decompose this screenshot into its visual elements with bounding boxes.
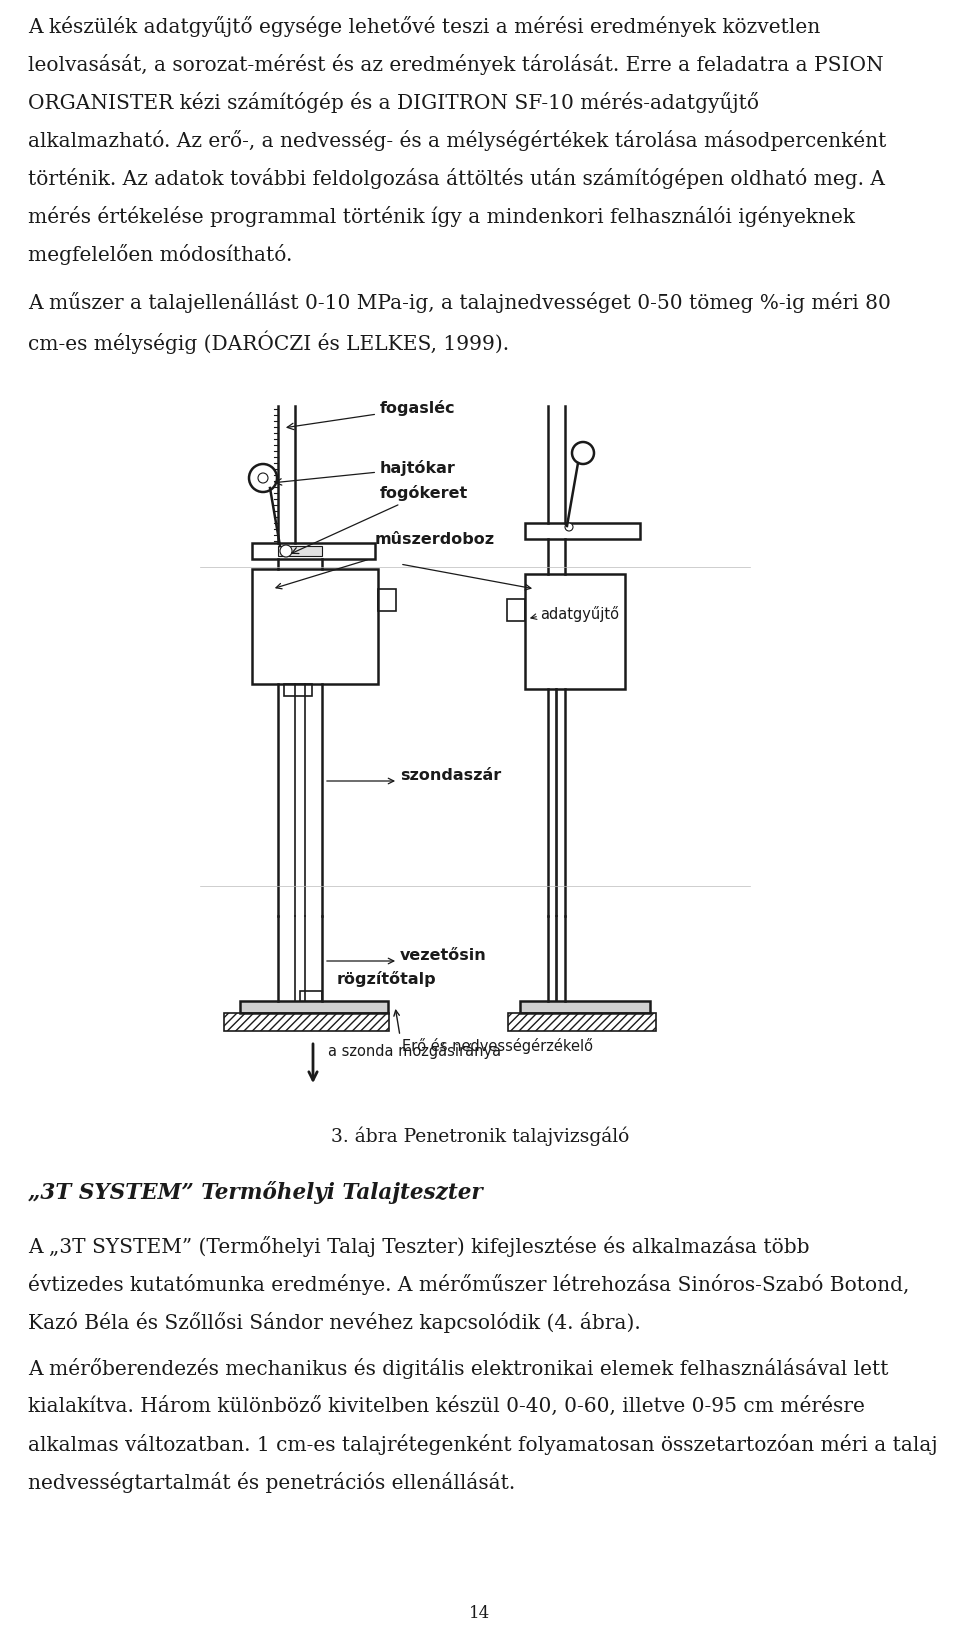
Text: A készülék adatgyűjtő egysége lehetővé teszi a mérési eredmények közvetlen: A készülék adatgyűjtő egysége lehetővé t… <box>28 16 820 38</box>
Bar <box>378 589 396 611</box>
Bar <box>278 547 322 557</box>
Text: leolvasását, a sorozat-mérést és az eredmények tárolását. Erre a feladatra a PSI: leolvasását, a sorozat-mérést és az ered… <box>28 54 883 76</box>
Text: Kazó Béla és Szőllősi Sándor nevéhez kapcsolódik (4. ábra).: Kazó Béla és Szőllősi Sándor nevéhez kap… <box>28 1312 640 1333</box>
Circle shape <box>258 473 268 483</box>
Bar <box>252 570 378 685</box>
Text: adatgyűjtő: adatgyűjtő <box>540 606 619 622</box>
Bar <box>284 685 312 696</box>
Bar <box>520 1002 650 1013</box>
Text: fogasléc: fogasléc <box>287 401 456 430</box>
Text: vezetősin: vezetősin <box>400 949 487 964</box>
Bar <box>252 544 375 558</box>
Circle shape <box>280 545 292 557</box>
Text: alkalmazható. Az erő-, a nedvesség- és a mélységértékek tárolása másodpercenként: alkalmazható. Az erő-, a nedvesség- és a… <box>28 130 886 151</box>
Text: a szonda mozgásiránya: a szonda mozgásiránya <box>328 1043 501 1059</box>
Text: kialakítva. Három különböző kivitelben készül 0-40, 0-60, illetve 0-95 cm mérésr: kialakítva. Három különböző kivitelben k… <box>28 1396 865 1415</box>
Text: A mérőberendezés mechanikus és digitális elektronikai elemek felhasználásával le: A mérőberendezés mechanikus és digitális… <box>28 1358 889 1379</box>
Text: A műszer a talajellenállást 0-10 MPa-ig, a talajnedvességet 0-50 tömeg %-ig méri: A műszer a talajellenállást 0-10 MPa-ig,… <box>28 292 891 314</box>
Bar <box>224 1013 389 1031</box>
Bar <box>507 599 525 621</box>
Text: „3T SYSTEM” Termőhelyi Talajteszter: „3T SYSTEM” Termőhelyi Talajteszter <box>28 1181 483 1204</box>
Text: A „3T SYSTEM” (Termőhelyi Talaj Teszter) kifejlesztése és alkalmazása több: A „3T SYSTEM” (Termőhelyi Talaj Teszter)… <box>28 1236 809 1258</box>
Text: 14: 14 <box>469 1604 491 1622</box>
Circle shape <box>572 442 594 465</box>
Bar <box>525 524 640 539</box>
Text: fogókeret: fogókeret <box>292 484 468 553</box>
Bar <box>300 992 322 1002</box>
Text: ORGANISTER kézi számítógép és a DIGITRON SF-10 mérés-adatgyűjtő: ORGANISTER kézi számítógép és a DIGITRON… <box>28 92 759 113</box>
Bar <box>508 1013 656 1031</box>
Text: mérés értékelése programmal történik így a mindenkori felhasználói igényeknek: mérés értékelése programmal történik így… <box>28 205 855 227</box>
Bar <box>525 575 625 690</box>
Text: cm-es mélységig (DARÓCZI és LELKES, 1999).: cm-es mélységig (DARÓCZI és LELKES, 1999… <box>28 330 509 353</box>
Text: alkalmas változatban. 1 cm-es talajrétegenként folyamatosan összetartozóan méri : alkalmas változatban. 1 cm-es talajréteg… <box>28 1433 938 1455</box>
Text: rögzítőtalp: rögzítőtalp <box>337 970 437 987</box>
Text: mûszerdoboz: mûszerdoboz <box>375 532 495 547</box>
Text: történik. Az adatok további feldolgozása áttöltés után számítógépen oldható meg.: történik. Az adatok további feldolgozása… <box>28 167 885 189</box>
Text: évtizedes kutatómunka eredménye. A mérőműszer létrehozása Sinóros-Szabó Botond,: évtizedes kutatómunka eredménye. A mérőm… <box>28 1274 909 1296</box>
Circle shape <box>249 465 277 493</box>
Circle shape <box>565 524 573 530</box>
Text: 3. ábra Penetronik talajvizsgáló: 3. ábra Penetronik talajvizsgáló <box>331 1126 629 1146</box>
Text: hajtókar: hajtókar <box>276 460 456 484</box>
Text: megfelelően módosítható.: megfelelően módosítható. <box>28 245 293 264</box>
Text: szondaszár: szondaszár <box>400 768 501 783</box>
Text: nedvességtartalmát és penetrációs ellenállását.: nedvességtartalmát és penetrációs ellená… <box>28 1471 516 1493</box>
Bar <box>240 1002 388 1013</box>
Text: Erő és nedvességérzékelő: Erő és nedvességérzékelő <box>402 1038 593 1054</box>
